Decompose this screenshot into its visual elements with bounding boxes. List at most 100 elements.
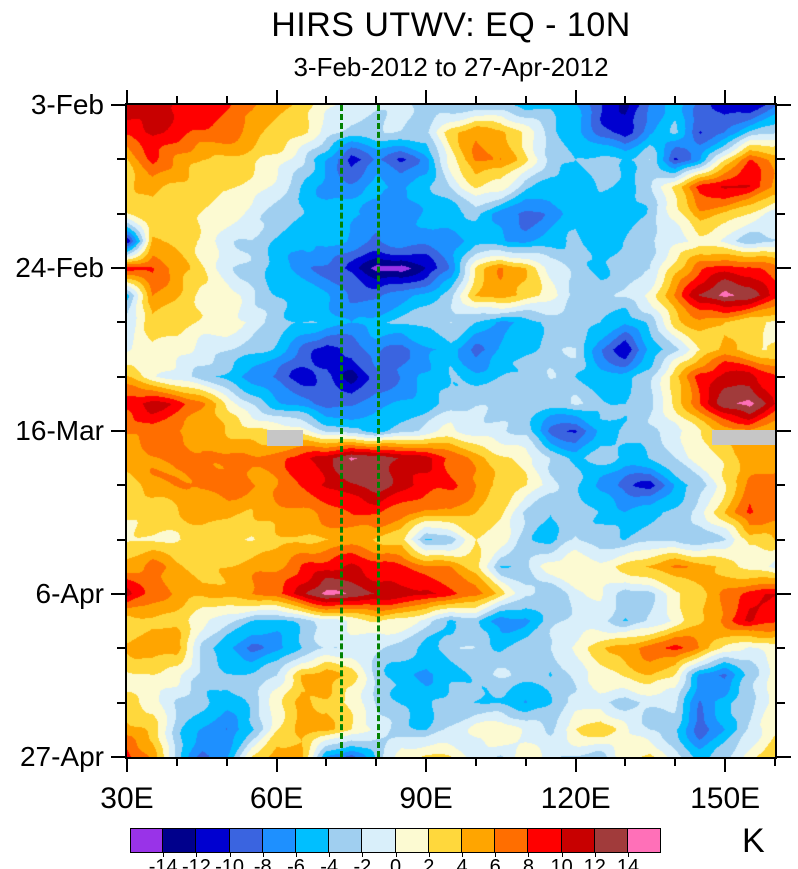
y-axis-tick-right <box>777 430 791 432</box>
x-axis-label: 90E <box>399 782 453 815</box>
x-axis-tick-top <box>574 90 577 103</box>
colorbar-cell <box>527 828 562 853</box>
y-axis-tick <box>117 212 125 215</box>
colorbar-boundary-tick <box>561 853 563 857</box>
y-axis-tick-right <box>777 756 791 758</box>
x-axis-tick-top <box>524 96 527 103</box>
y-axis-tick-right <box>777 267 791 269</box>
colorbar-tick-label: 4 <box>456 856 468 869</box>
y-axis-tick-right <box>777 104 791 106</box>
colorbar-cell <box>427 828 462 853</box>
plot-frame <box>125 103 777 759</box>
colorbar-tick-label: 14 <box>616 856 640 869</box>
y-axis-tick <box>111 267 125 269</box>
x-axis-label: 120E <box>540 782 611 815</box>
page-title: HIRS UTWV: EQ - 10N <box>271 6 631 44</box>
colorbar-boundary-tick <box>528 853 530 857</box>
x-axis-label: 150E <box>690 782 761 815</box>
missing-data-patch <box>267 430 304 446</box>
colorbar-cell <box>195 828 230 853</box>
x-axis-tick-top <box>624 96 627 103</box>
y-axis-tick-right <box>777 647 785 650</box>
colorbar-unit-label: K <box>742 822 765 860</box>
colorbar-cell <box>560 828 595 853</box>
colorbar-tick-label: 2 <box>423 856 435 869</box>
x-axis-label: 30E <box>100 782 154 815</box>
y-axis-tick <box>117 647 125 650</box>
reference-dashed-line <box>376 105 380 757</box>
colorbar-boundary-tick <box>628 853 629 857</box>
colorbar-cell <box>461 828 496 853</box>
colorbar-boundary-tick <box>362 853 364 857</box>
colorbar-tick-label: 0 <box>390 856 402 869</box>
y-axis-tick-right <box>777 375 785 378</box>
colorbar-cell <box>494 828 529 853</box>
colorbar-tick-label: -4 <box>320 856 339 869</box>
x-axis-tick <box>774 759 776 766</box>
heatmap-canvas <box>127 105 775 757</box>
colorbar-boundary-tick <box>296 853 297 857</box>
y-axis-label: 6-Apr <box>35 578 104 609</box>
x-axis-tick <box>674 759 677 766</box>
x-axis-tick <box>325 759 328 766</box>
y-axis-tick <box>117 484 125 487</box>
colorbar-tick-label: -10 <box>215 856 245 869</box>
colorbar-tick-label: -6 <box>287 856 305 869</box>
colorbar-boundary-tick <box>495 853 497 857</box>
x-axis-tick-top <box>325 96 328 103</box>
colorbar-cell <box>394 828 429 853</box>
colorbar-tick-label: -2 <box>353 856 372 869</box>
colorbar-boundary-tick <box>329 853 331 857</box>
colorbar-boundary-tick <box>262 853 264 857</box>
y-axis-tick-right <box>777 484 785 487</box>
reference-dashed-line <box>339 105 343 757</box>
colorbar-cell <box>361 828 396 853</box>
y-axis-tick <box>111 104 125 106</box>
x-axis-tick-top <box>375 96 378 103</box>
x-axis-tick <box>275 759 278 772</box>
colorbar-cell <box>627 828 662 853</box>
missing-data-patch <box>712 430 775 445</box>
y-axis-tick-right <box>777 158 785 161</box>
date-range-subtitle: 3-Feb-2012 to 27-Apr-2012 <box>293 52 609 82</box>
colorbar-cell <box>130 828 164 853</box>
y-axis-label: 24-Feb <box>15 252 104 283</box>
x-axis-tick <box>425 759 428 772</box>
x-axis-tick-top <box>225 96 228 103</box>
x-axis-tick <box>524 759 527 766</box>
colorbar-cell <box>228 828 263 853</box>
colorbar-boundary-tick <box>594 853 596 857</box>
colorbar-cell <box>162 828 197 853</box>
x-axis-tick-top <box>175 96 178 103</box>
x-axis-tick-top <box>724 90 727 103</box>
colorbar-tick-label: -14 <box>148 856 178 869</box>
colorbar-cell <box>261 828 296 853</box>
colorbar-tick-label: 12 <box>583 856 606 869</box>
y-axis-tick <box>117 701 125 704</box>
colorbar-boundary-tick <box>196 853 198 857</box>
x-axis-tick <box>126 759 128 772</box>
y-axis-tick <box>111 430 125 432</box>
y-axis-label: 3-Feb <box>30 89 104 120</box>
colorbar-tick-label: 6 <box>489 856 501 869</box>
x-axis-tick-top <box>674 96 677 103</box>
colorbar-boundary-tick <box>462 853 463 857</box>
colorbar-cell <box>328 828 363 853</box>
y-axis-tick <box>117 158 125 161</box>
colorbar-cell <box>295 828 330 853</box>
y-axis-label: 16-Mar <box>15 415 104 446</box>
y-axis-tick <box>117 538 125 541</box>
x-axis-tick <box>574 759 577 772</box>
colorbar-tick-label: 8 <box>522 856 534 869</box>
x-axis-tick-top <box>474 96 477 103</box>
x-axis-tick <box>474 759 477 766</box>
x-axis-tick-top <box>275 90 278 103</box>
x-axis-tick <box>375 759 378 766</box>
colorbar-cell <box>593 828 628 853</box>
x-axis-label: 60E <box>249 782 304 815</box>
y-axis-label: 27-Apr <box>19 741 104 772</box>
colorbar-boundary-tick <box>229 853 231 857</box>
colorbar-boundary-tick <box>395 853 397 857</box>
x-axis-tick-top <box>126 90 128 103</box>
